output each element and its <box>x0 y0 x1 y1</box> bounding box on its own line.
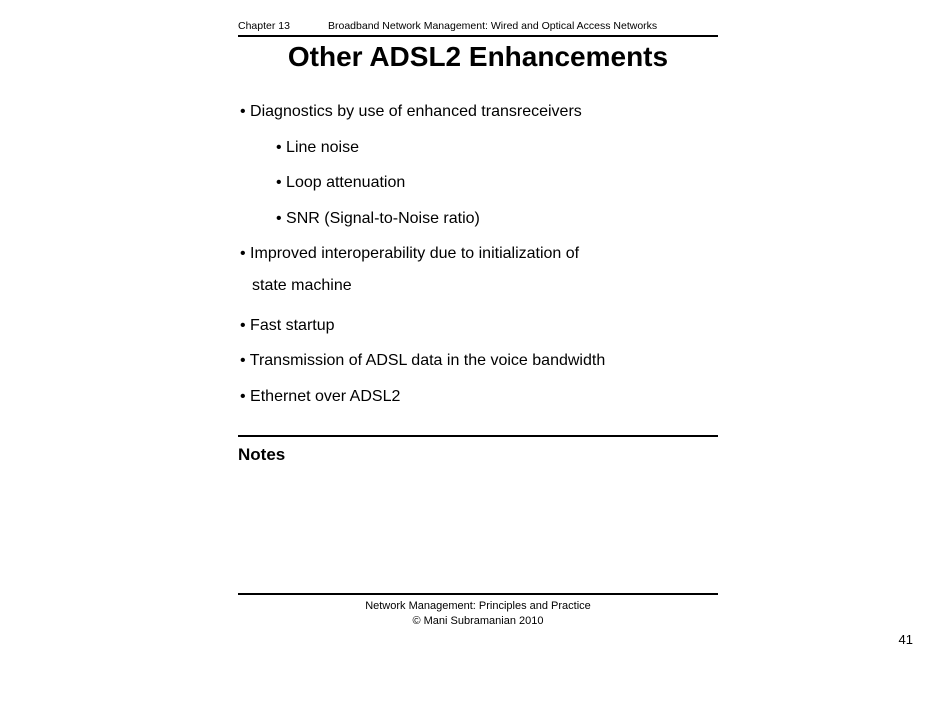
slide-title: Other ADSL2 Enhancements <box>238 41 718 73</box>
bullet-level1: • Ethernet over ADSL2 <box>238 386 718 408</box>
slide-header: Chapter 13 Broadband Network Management:… <box>238 20 718 37</box>
slide-content: Chapter 13 Broadband Network Management:… <box>238 20 718 628</box>
footer-line2: © Mani Subramanian 2010 <box>238 614 718 628</box>
bullet-continuation: state machine <box>238 275 718 297</box>
bullet-list: • Diagnostics by use of enhanced transre… <box>238 101 718 407</box>
slide-footer: Network Management: Principles and Pract… <box>238 599 718 628</box>
chapter-title: Broadband Network Management: Wired and … <box>328 20 718 32</box>
footer-line1: Network Management: Principles and Pract… <box>238 599 718 613</box>
bullet-level1: • Improved interoperability due to initi… <box>238 243 718 265</box>
bullet-level2: • SNR (Signal-to-Noise ratio) <box>238 208 718 230</box>
chapter-label: Chapter 13 <box>238 20 328 32</box>
bullet-level1: • Fast startup <box>238 315 718 337</box>
bullet-level2: • Line noise <box>238 137 718 159</box>
divider-line <box>238 593 718 595</box>
page-number: 41 <box>899 632 913 647</box>
notes-heading: Notes <box>238 445 718 465</box>
bullet-level1: • Transmission of ADSL data in the voice… <box>238 350 718 372</box>
divider-line <box>238 435 718 437</box>
bullet-level2: • Loop attenuation <box>238 172 718 194</box>
bullet-level1: • Diagnostics by use of enhanced transre… <box>238 101 718 123</box>
